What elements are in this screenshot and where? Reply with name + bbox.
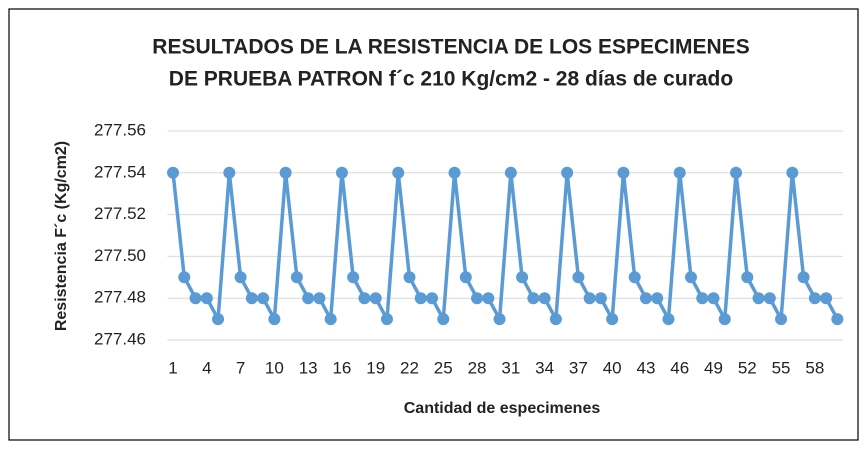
data-point xyxy=(831,313,844,326)
data-point xyxy=(718,313,731,326)
data-point xyxy=(335,166,348,179)
data-point xyxy=(414,292,427,305)
x-tick-label: 46 xyxy=(670,358,689,377)
x-tick-label: 37 xyxy=(569,358,588,377)
x-tick-label: 43 xyxy=(636,358,655,377)
data-point xyxy=(448,166,461,179)
data-point xyxy=(234,271,247,284)
data-point xyxy=(741,271,754,284)
data-point xyxy=(797,271,810,284)
x-tick-label: 22 xyxy=(400,358,419,377)
data-point xyxy=(763,292,776,305)
data-point xyxy=(279,166,292,179)
y-tick-label: 277.46 xyxy=(94,329,146,348)
data-point xyxy=(673,166,686,179)
x-axis-title: Cantidad de especimenes xyxy=(404,400,601,417)
y-tick-label: 277.54 xyxy=(94,162,146,181)
x-tick-label: 49 xyxy=(704,358,723,377)
data-point xyxy=(730,166,743,179)
data-point xyxy=(167,166,180,179)
chart-title: RESULTADOS DE LA RESISTENCIA DE LOS ESPE… xyxy=(152,36,749,59)
y-tick-label: 277.50 xyxy=(94,246,146,265)
chart-frame xyxy=(8,8,859,441)
data-point xyxy=(504,166,517,179)
series-line xyxy=(171,171,839,321)
x-tick-label: 4 xyxy=(202,358,211,377)
x-tick-label: 10 xyxy=(265,358,284,377)
y-tick-label: 277.48 xyxy=(94,288,146,307)
data-point xyxy=(245,292,258,305)
y-tick-label: 277.56 xyxy=(94,120,146,139)
data-point xyxy=(290,271,303,284)
data-point xyxy=(516,271,529,284)
x-tick-label: 31 xyxy=(501,358,520,377)
data-point xyxy=(358,292,371,305)
data-point xyxy=(606,313,619,326)
x-tick-label: 52 xyxy=(738,358,757,377)
data-point xyxy=(707,292,720,305)
data-point xyxy=(178,271,191,284)
y-tick-label: 277.52 xyxy=(94,204,146,223)
data-point xyxy=(651,292,664,305)
x-tick-label: 13 xyxy=(299,358,318,377)
data-point xyxy=(212,313,225,326)
x-tick-label: 25 xyxy=(434,358,453,377)
x-tick-label: 19 xyxy=(366,358,385,377)
y-axis-title: Resistencia F´c (Kg/cm2) xyxy=(53,141,70,331)
data-point xyxy=(583,292,596,305)
data-point xyxy=(223,166,236,179)
data-point xyxy=(572,271,585,284)
data-point xyxy=(403,271,416,284)
x-tick-label: 40 xyxy=(603,358,622,377)
data-point xyxy=(302,292,315,305)
data-point xyxy=(324,313,337,326)
data-point xyxy=(437,313,450,326)
data-point xyxy=(786,166,799,179)
data-point xyxy=(820,292,833,305)
data-point xyxy=(493,313,506,326)
x-tick-label: 16 xyxy=(332,358,351,377)
x-tick-label: 1 xyxy=(168,358,177,377)
data-point xyxy=(459,271,472,284)
data-point xyxy=(369,292,382,305)
x-tick-label: 55 xyxy=(772,358,791,377)
data-point xyxy=(549,313,562,326)
data-point xyxy=(617,166,630,179)
data-point xyxy=(752,292,765,305)
data-point xyxy=(189,292,202,305)
data-point xyxy=(257,292,270,305)
data-point xyxy=(268,313,281,326)
x-tick-label: 28 xyxy=(468,358,487,377)
data-point xyxy=(200,292,213,305)
data-point xyxy=(639,292,652,305)
data-point xyxy=(392,166,405,179)
data-point xyxy=(684,271,697,284)
data-point xyxy=(561,166,574,179)
data-point xyxy=(347,271,360,284)
data-point xyxy=(662,313,675,326)
data-point xyxy=(808,292,821,305)
x-tick-label: 7 xyxy=(236,358,245,377)
data-point xyxy=(471,292,484,305)
data-point xyxy=(527,292,540,305)
data-point xyxy=(538,292,551,305)
data-point xyxy=(380,313,393,326)
data-point xyxy=(628,271,641,284)
data-point xyxy=(775,313,788,326)
data-point xyxy=(594,292,607,305)
data-point xyxy=(696,292,709,305)
data-point xyxy=(313,292,326,305)
chart-title: DE PRUEBA PATRON f´c 210 Kg/cm2 - 28 día… xyxy=(169,68,733,91)
x-tick-label: 34 xyxy=(535,358,554,377)
data-point xyxy=(426,292,439,305)
x-tick-label: 58 xyxy=(805,358,824,377)
data-point xyxy=(482,292,495,305)
